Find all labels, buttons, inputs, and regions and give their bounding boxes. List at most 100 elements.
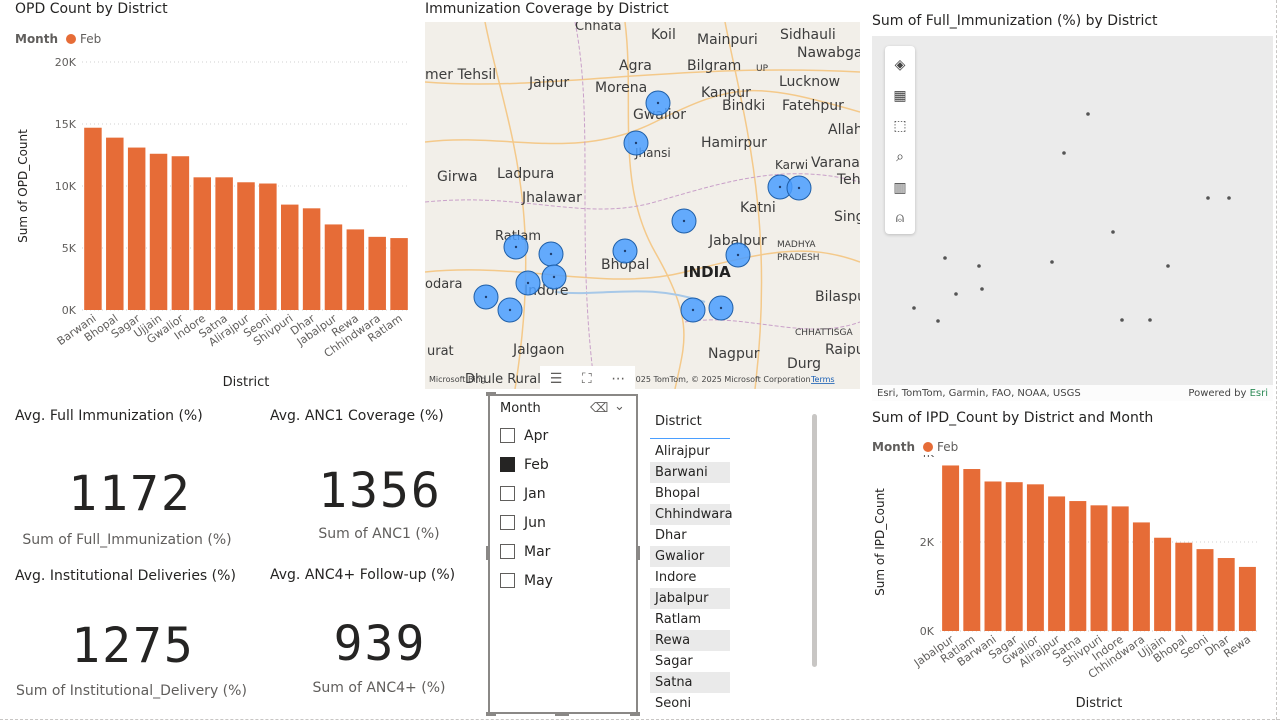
district-option-seoni[interactable]: Seoni [650,693,730,714]
bar-ratlam[interactable] [963,469,980,631]
district-option-indore[interactable]: Indore [650,567,730,588]
bar-indore[interactable] [1112,506,1129,631]
district-slicer-list: Alirajpur Barwani Bhopal Chhindwara Dhar Gwal… [650,441,730,714]
select-box-icon[interactable]: ⬚ [889,116,911,136]
checkbox[interactable] [500,515,515,530]
month-option-apr[interactable]: Apr [500,421,553,450]
resize-handle-br[interactable] [630,712,640,716]
bar-jabalpur[interactable] [942,465,959,631]
bar-chart-icon[interactable]: ▥ [889,178,911,198]
bar-bhopal[interactable] [106,138,123,310]
district-option-gwalior[interactable]: Gwalior [650,546,730,567]
bar-shivpuri[interactable] [1091,505,1108,631]
filter-icon[interactable]: ☰ [550,371,563,387]
bar-sagar[interactable] [1006,482,1023,631]
bar-gwalior[interactable] [1027,484,1044,631]
eraser-icon[interactable]: ⌫ [590,401,608,416]
district-point[interactable] [1086,112,1090,116]
checkbox[interactable] [500,544,515,559]
district-option-sagar[interactable]: Sagar [650,651,730,672]
bar-gwalior[interactable] [172,156,189,310]
district-point[interactable] [912,306,916,310]
district-option-satna[interactable]: Satna [650,672,730,693]
bar-chhindwara[interactable] [368,237,385,310]
district-scrollbar[interactable] [812,414,817,667]
checkbox[interactable] [500,457,515,472]
district-option-jabalpur[interactable]: Jabalpur [650,588,730,609]
bar-indore[interactable] [194,177,211,310]
district-point[interactable] [1062,151,1066,155]
district-point[interactable] [1166,264,1170,268]
legend-item-feb[interactable]: Feb [80,32,101,46]
bar-alirajpur[interactable] [237,182,254,310]
bubble-center [683,220,685,222]
month-option-may[interactable]: May [500,566,553,595]
more-options-icon[interactable]: ⋯ [611,371,625,387]
district-option-alirajpur[interactable]: Alirajpur [650,441,730,462]
bar-barwani[interactable] [84,128,101,310]
bar-dhar[interactable] [303,208,320,310]
district-point[interactable] [1120,318,1124,322]
district-point[interactable] [1148,318,1152,322]
bar-rewa[interactable] [347,229,364,310]
legend-item-feb[interactable]: Feb [937,440,958,454]
resize-handle-tl[interactable] [486,392,496,396]
bar-shivpuri[interactable] [281,205,298,310]
district-option-ratlam[interactable]: Ratlam [650,609,730,630]
bar-rewa[interactable] [1239,567,1256,631]
bar-ujjain[interactable] [1154,538,1171,631]
bar-bhopal[interactable] [1175,543,1192,631]
district-point[interactable] [1111,230,1115,234]
bar-dhar[interactable] [1218,558,1235,631]
bar-alirajpur[interactable] [1048,496,1065,631]
esri-link[interactable]: Esri [1250,388,1268,399]
bar-barwani[interactable] [985,481,1002,631]
resize-handle-right[interactable] [636,546,640,560]
district-point[interactable] [943,256,947,260]
district-option-chhindwara[interactable]: Chhindwara [650,504,730,525]
district-option-barwani[interactable]: Barwani [650,462,730,483]
bar-satna[interactable] [215,177,232,310]
person-icon[interactable]: ⍝ [889,208,911,228]
magnify-icon[interactable]: ⌕ [889,147,911,167]
district-point[interactable] [1050,260,1054,264]
bar-jabalpur[interactable] [325,224,342,310]
bar-ratlam[interactable] [390,238,407,310]
bar-satna[interactable] [1069,501,1086,631]
immunization-map[interactable]: Chhata Koil Mainpuri Sidhauli Nawabganj mer T… [425,22,860,389]
month-option-feb[interactable]: Feb [500,450,553,479]
chevron-down-icon[interactable]: ⌄ [614,399,625,414]
checkbox[interactable] [500,428,515,443]
page-right-border [1276,0,1277,720]
bar-sagar[interactable] [128,148,145,310]
bar-chhindwara[interactable] [1133,522,1150,631]
checkbox[interactable] [500,486,515,501]
checkbox[interactable] [500,573,515,588]
full-immunization-map[interactable]: ◈ ▦ ⬚ ⌕ ▥ ⍝ Esri, TomTom, Garmin, FAO, N… [872,36,1273,401]
resize-handle-bl[interactable] [486,712,496,716]
district-point[interactable] [980,287,984,291]
district-point[interactable] [1206,196,1210,200]
layers-icon[interactable]: ◈ [889,55,911,75]
district-point[interactable] [954,292,958,296]
terms-link[interactable]: Terms [810,375,835,384]
bar-seoni[interactable] [259,184,276,310]
month-option-jan[interactable]: Jan [500,479,553,508]
district-point[interactable] [977,264,981,268]
focus-mode-icon[interactable]: ⛶ [582,371,592,387]
bar-seoni[interactable] [1197,549,1214,631]
resize-handle-bottom[interactable] [555,712,569,716]
resize-handle-left[interactable] [486,546,490,560]
district-option-rewa[interactable]: Rewa [650,630,730,651]
district-point[interactable] [936,319,940,323]
district-point[interactable] [1227,196,1231,200]
month-option-mar[interactable]: Mar [500,537,553,566]
month-option-jun[interactable]: Jun [500,508,553,537]
district-option-bhopal[interactable]: Bhopal [650,483,730,504]
header-underline [650,438,730,439]
qr-grid-icon[interactable]: ▦ [889,86,911,106]
map-place-label: Bilaspur [815,289,860,305]
district-option-dhar[interactable]: Dhar [650,525,730,546]
map-place-label: INDIA [683,263,731,281]
bar-ujjain[interactable] [150,154,167,310]
